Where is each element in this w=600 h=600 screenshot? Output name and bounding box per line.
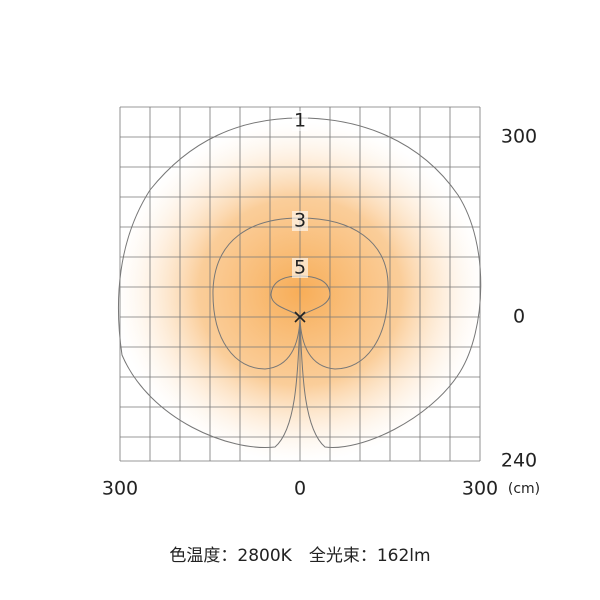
y-tick-label: 240 xyxy=(501,450,537,472)
contour-label: 1 xyxy=(294,110,306,132)
contour-label-bg xyxy=(292,258,308,278)
contour-label: 5 xyxy=(294,257,306,279)
x-tick-label: 300 xyxy=(462,478,498,500)
caption: 色温度：2800K 全光束：162lm xyxy=(169,546,430,566)
contour-label-bg xyxy=(292,111,308,131)
x-tick-label: 0 xyxy=(294,478,306,500)
source-marker xyxy=(294,311,306,323)
x-tick-label: 300 xyxy=(102,478,138,500)
contour-label-bg xyxy=(292,211,308,231)
contour-label: 3 xyxy=(294,210,306,232)
y-tick-label: 0 xyxy=(513,306,525,328)
y-tick-label: 300 xyxy=(501,126,537,148)
unit-label: (cm) xyxy=(508,481,540,497)
